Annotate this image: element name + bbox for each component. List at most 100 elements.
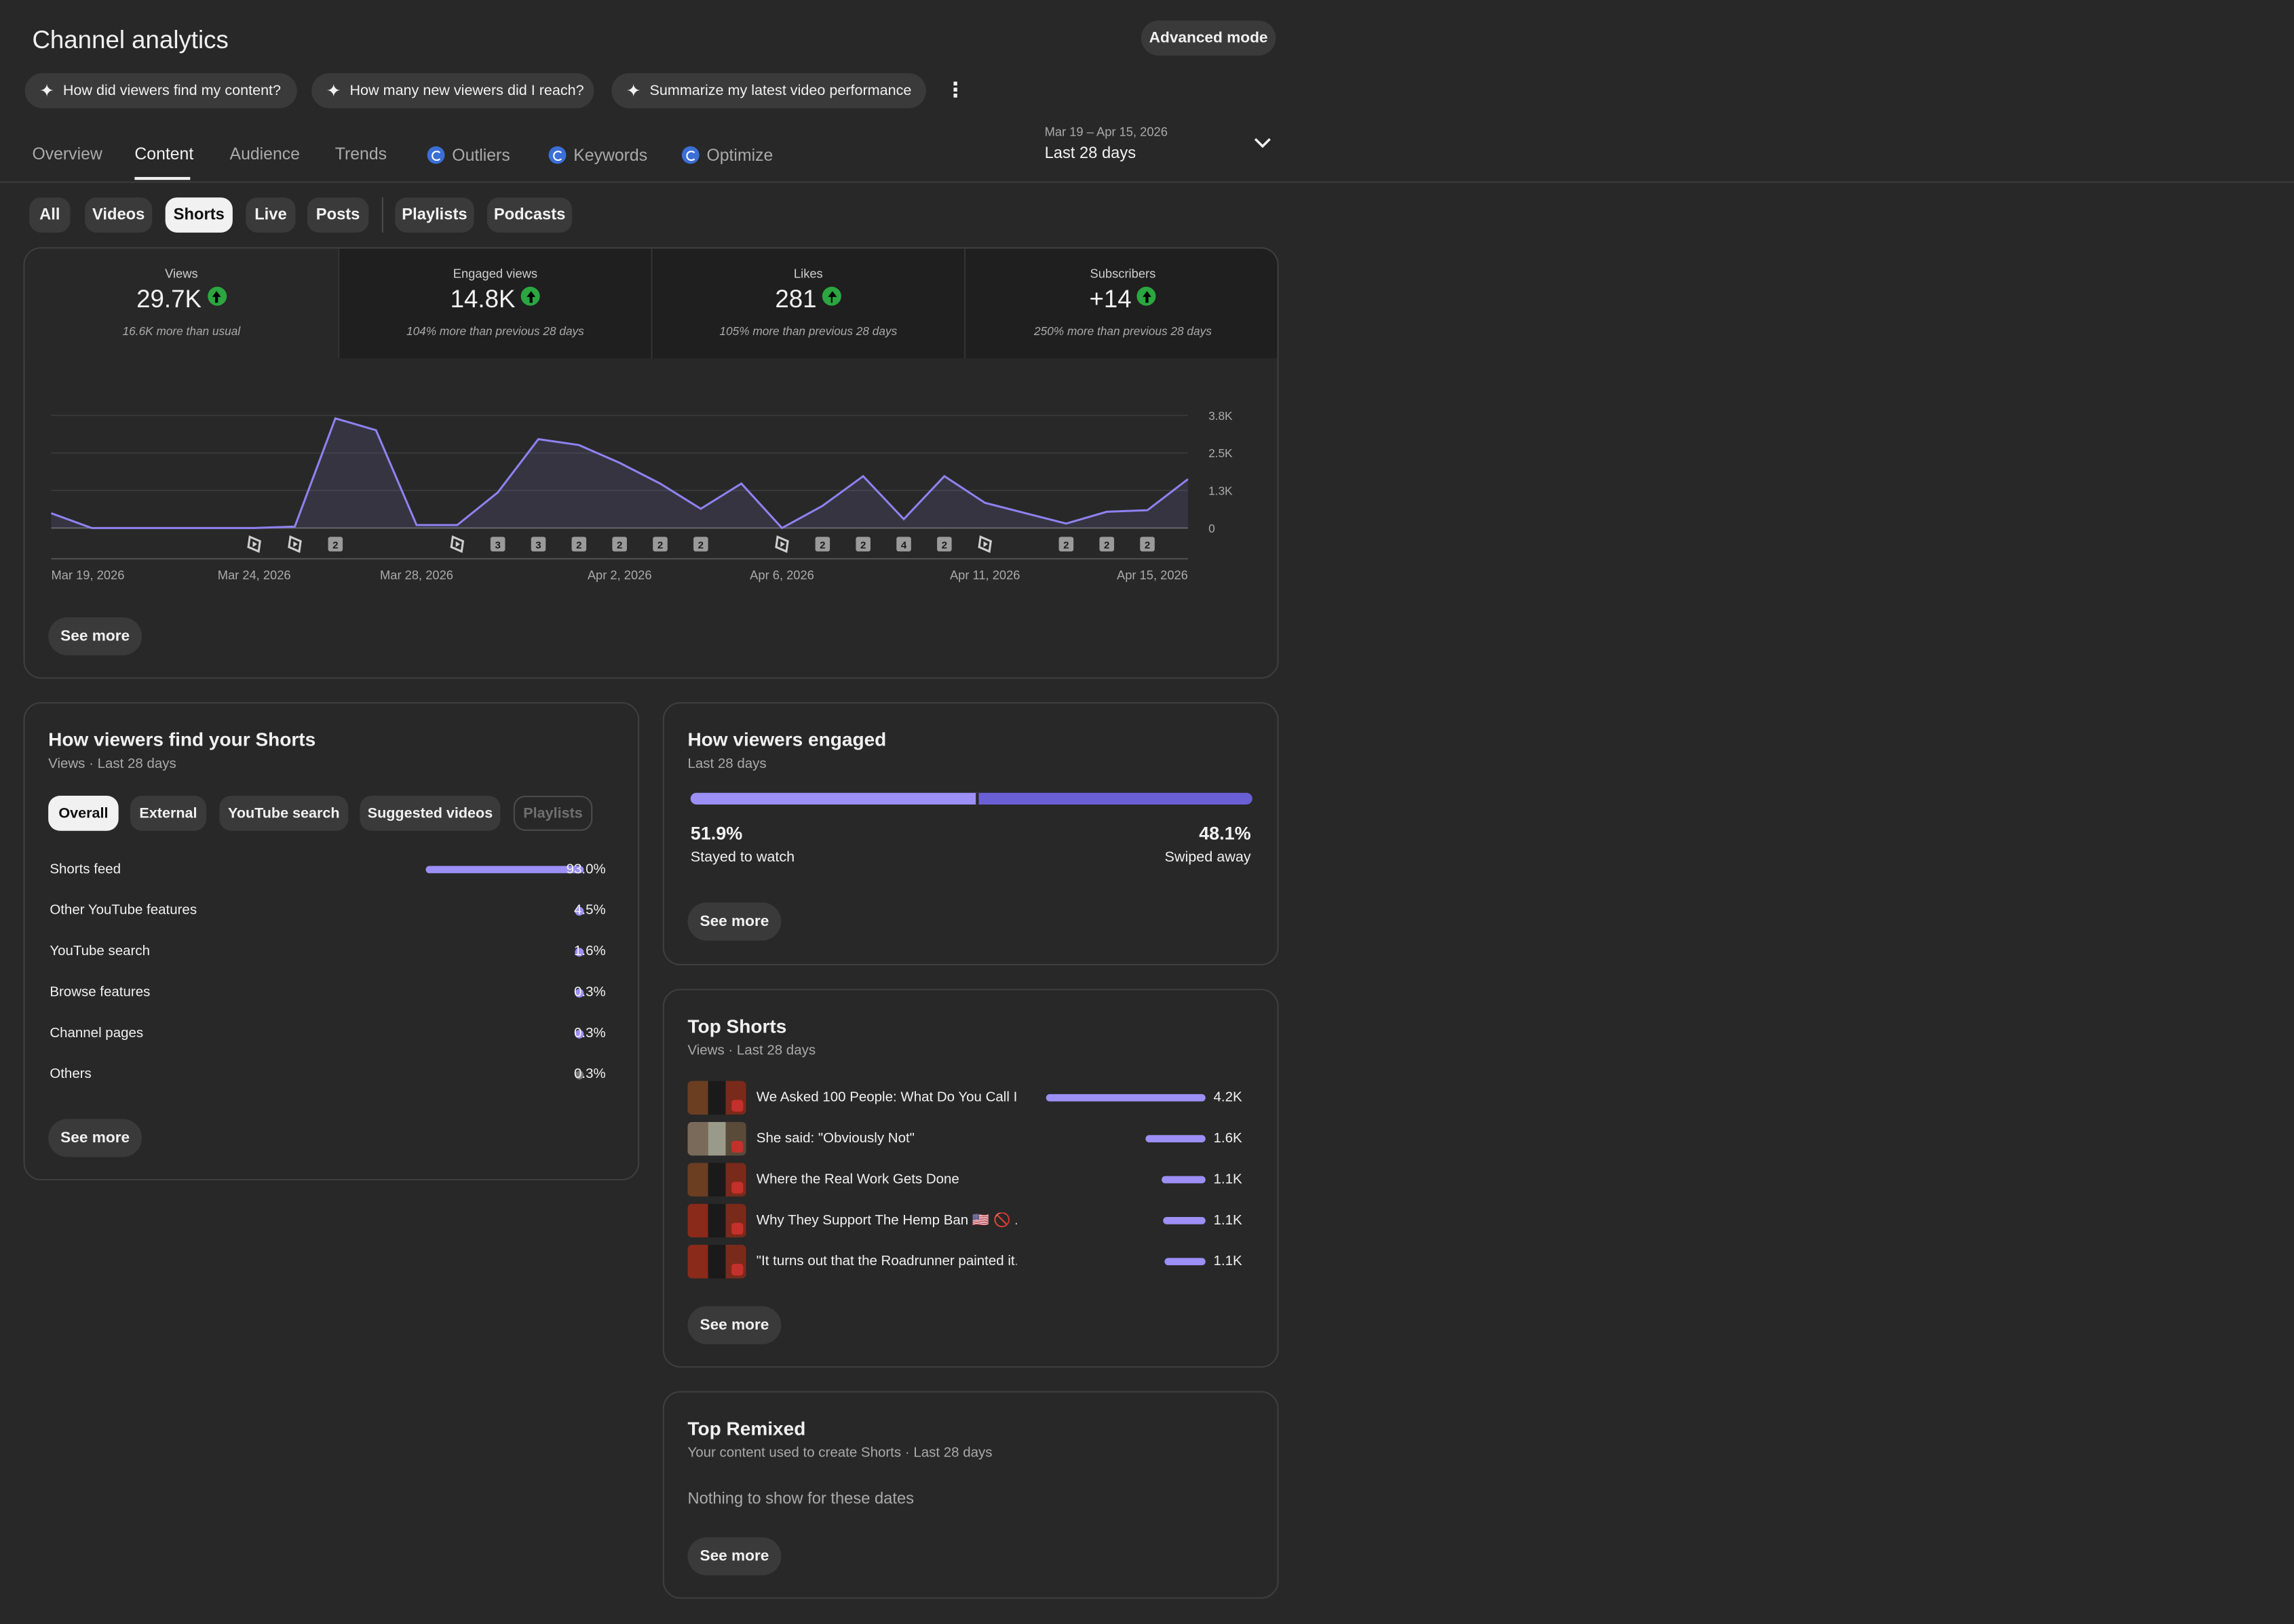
see-more-button[interactable]: See more xyxy=(48,617,142,655)
top-short-row[interactable]: She said: "Obviously Not" 1.6K xyxy=(687,1121,1249,1157)
y-tick-label: 2.5K xyxy=(1208,446,1233,460)
chevron-down-icon xyxy=(1254,138,1271,149)
top-short-row[interactable]: Where the Real Work Gets Done 1.1K xyxy=(687,1163,1249,1198)
x-tick-label: Mar 28, 2026 xyxy=(380,568,453,582)
sparkle-icon: ✦ xyxy=(39,80,54,101)
source-bar xyxy=(425,866,584,874)
source-dot xyxy=(575,988,584,998)
date-range-picker[interactable]: Mar 19 – Apr 15, 2026 Last 28 days xyxy=(1041,123,1276,170)
arrow-up-icon xyxy=(1137,286,1157,306)
active-tab-indicator xyxy=(134,176,191,180)
overview-chart-card: Views 29.7K 16.6K more than usual Engage… xyxy=(23,247,1279,679)
empty-state: Nothing to show for these dates xyxy=(687,1490,915,1509)
see-more-button[interactable]: See more xyxy=(687,1306,782,1345)
traffic-source-row[interactable]: Other YouTube features 4.5% xyxy=(50,902,606,919)
tab-optimize[interactable]: Optimize xyxy=(681,146,773,166)
arrow-up-icon xyxy=(521,286,541,306)
y-tick-label: 3.8K xyxy=(1208,409,1233,423)
publish-marker-label: 2 xyxy=(1145,540,1150,552)
suggestion-chip[interactable]: ✦ How did viewers find my content? xyxy=(24,73,297,109)
publish-marker-label: 2 xyxy=(698,540,704,552)
filter-all[interactable]: All xyxy=(29,197,71,233)
publish-marker-label: 4 xyxy=(901,540,907,552)
metric-engaged-views[interactable]: Engaged views 14.8K 104% more than previ… xyxy=(338,248,651,359)
publish-marker-label: 2 xyxy=(332,540,338,552)
shorts-icon xyxy=(978,535,992,554)
metric-subscribers[interactable]: Subscribers +14 250% more than previous … xyxy=(963,248,1277,359)
views-bar xyxy=(1164,1258,1206,1266)
top-shorts-card: Top Shorts Views · Last 28 days We Asked… xyxy=(662,988,1279,1368)
views-bar xyxy=(1046,1094,1206,1102)
publish-marker-label: 2 xyxy=(576,540,581,552)
publish-marker xyxy=(490,537,505,552)
filter-posts[interactable]: Posts xyxy=(307,197,369,233)
publish-marker xyxy=(937,537,952,552)
publish-marker-label: 3 xyxy=(495,540,500,552)
top-short-row[interactable]: Why They Support The Hemp Ban 🇺🇸 🚫 ... 1… xyxy=(687,1203,1249,1239)
engagement-bar[interactable] xyxy=(690,792,1253,805)
traffic-source-row[interactable]: Shorts feed 93.0% xyxy=(50,862,606,878)
short-thumbnail xyxy=(687,1121,746,1156)
y-tick-label: 1.3K xyxy=(1208,484,1233,498)
publish-marker xyxy=(571,537,587,552)
top-short-row[interactable]: "It turns out that the Roadrunner painte… xyxy=(687,1244,1249,1280)
views-bar xyxy=(1145,1135,1206,1143)
chip-youtube-search[interactable]: YouTube search xyxy=(219,796,349,831)
publish-marker-label: 2 xyxy=(820,540,825,552)
traffic-source-row[interactable]: Others 0.3% xyxy=(50,1066,606,1083)
traffic-source-row[interactable]: YouTube search 1.6% xyxy=(50,943,606,960)
top-short-row[interactable]: We Asked 100 People: What Do You Call It… xyxy=(687,1081,1249,1116)
x-tick-label: Apr 11, 2026 xyxy=(950,568,1020,582)
publish-marker-label: 2 xyxy=(860,540,866,552)
publish-marker xyxy=(856,537,871,552)
engagement-card: How viewers engaged Last 28 days 51.9% S… xyxy=(662,702,1279,966)
card-title: How viewers engaged xyxy=(687,728,887,751)
swiped-label: Swiped away xyxy=(1164,849,1251,866)
filter-videos[interactable]: Videos xyxy=(85,197,153,233)
filter-podcasts[interactable]: Podcasts xyxy=(487,197,573,233)
x-tick-label: Mar 19, 2026 xyxy=(51,568,124,582)
traffic-source-row[interactable]: Browse features 0.3% xyxy=(50,984,606,1001)
publish-marker xyxy=(653,537,668,552)
y-tick-label: 0 xyxy=(1208,522,1215,535)
tab-trends[interactable]: Trends xyxy=(334,146,387,164)
card-title: Top Shorts xyxy=(687,1015,787,1037)
traffic-source-row[interactable]: Channel pages 0.3% xyxy=(50,1025,606,1042)
tab-overview[interactable]: Overview xyxy=(32,146,102,164)
card-subtitle: Last 28 days xyxy=(687,756,767,773)
chip-overall[interactable]: Overall xyxy=(48,796,119,831)
filter-playlists[interactable]: Playlists xyxy=(395,197,474,233)
filter-shorts[interactable]: Shorts xyxy=(165,197,233,233)
views-area xyxy=(51,418,1188,528)
publish-marker-label: 2 xyxy=(1063,540,1069,552)
more-vert-icon[interactable]: ⋮ xyxy=(944,77,966,101)
views-line xyxy=(50,417,1189,530)
chip-external[interactable]: External xyxy=(130,796,207,831)
source-dot xyxy=(575,948,584,957)
views-chart[interactable]: 0 1.3K 2.5K 3.8K 2 3 3 2 2 2 2 2 2 4 2 2 2 2 Mar 19, 2026 M… xyxy=(25,358,1279,592)
tab-content[interactable]: Content xyxy=(134,146,194,164)
publish-marker xyxy=(896,537,911,552)
tab-audience[interactable]: Audience xyxy=(229,146,300,164)
see-more-button[interactable]: See more xyxy=(687,902,782,941)
metric-views[interactable]: Views 29.7K 16.6K more than usual xyxy=(24,248,339,359)
filter-live[interactable]: Live xyxy=(246,197,296,233)
suggestion-chip[interactable]: ✦ Summarize my latest video performance xyxy=(611,73,926,109)
tab-outliers[interactable]: Outliers xyxy=(427,146,510,166)
publish-marker xyxy=(612,537,627,552)
short-thumbnail xyxy=(687,1081,746,1115)
see-more-button[interactable]: See more xyxy=(687,1537,782,1576)
card-subtitle: Your content used to create Shorts · Las… xyxy=(687,1445,993,1462)
traffic-sources-card: How viewers find your Shorts Views · Las… xyxy=(23,702,640,1181)
publish-marker xyxy=(1099,537,1114,552)
chip-suggested-videos[interactable]: Suggested videos xyxy=(360,796,501,831)
see-more-button[interactable]: See more xyxy=(48,1119,142,1157)
page-title: Channel analytics xyxy=(32,26,229,54)
tab-keywords[interactable]: Keywords xyxy=(548,146,647,166)
suggestion-chip[interactable]: ✦ How many new viewers did I reach? xyxy=(311,73,594,109)
metric-likes[interactable]: Likes 281 105% more than previous 28 day… xyxy=(651,248,964,359)
short-thumbnail xyxy=(687,1244,746,1279)
publish-marker-label: 2 xyxy=(657,540,663,552)
advanced-mode-button[interactable]: Advanced mode xyxy=(1141,20,1276,56)
views-bar xyxy=(1163,1217,1206,1224)
